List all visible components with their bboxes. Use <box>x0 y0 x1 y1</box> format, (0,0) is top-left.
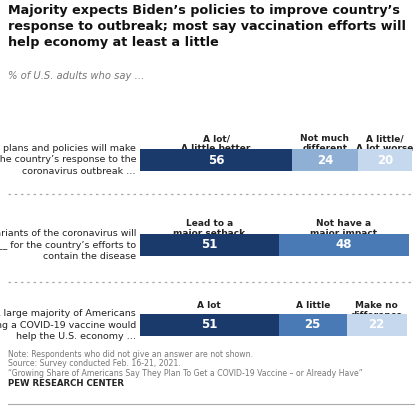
Text: New variants of the coronavirus will
___ for the country’s efforts to
contain th: New variants of the coronavirus will ___… <box>0 229 136 261</box>
Text: Not much
different: Not much different <box>300 134 349 153</box>
Text: 20: 20 <box>377 153 393 166</box>
Text: A little/
A lot worse: A little/ A lot worse <box>356 134 413 153</box>
Text: Make no
difference: Make no difference <box>351 301 403 320</box>
Bar <box>140 149 292 171</box>
Bar <box>357 149 412 171</box>
Text: Lead to a
major setback: Lead to a major setback <box>173 219 245 238</box>
Text: 25: 25 <box>304 319 321 332</box>
Bar <box>279 234 409 256</box>
Text: PEW RESEARCH CENTER: PEW RESEARCH CENTER <box>8 380 124 389</box>
Bar <box>140 234 279 256</box>
Text: A little: A little <box>296 301 330 310</box>
Bar <box>140 314 279 336</box>
Text: 24: 24 <box>317 153 333 166</box>
Text: A large majority of Americans
getting a COVID-19 vaccine would
help the U.S. eco: A large majority of Americans getting a … <box>0 309 136 341</box>
Bar <box>279 314 347 336</box>
Text: 48: 48 <box>336 238 352 252</box>
Text: Not have a
major impact: Not have a major impact <box>310 219 378 238</box>
Text: Biden’s plans and policies will make
the country’s response to the
coronavirus o: Biden’s plans and policies will make the… <box>0 144 136 175</box>
Bar <box>347 314 407 336</box>
Text: 22: 22 <box>368 319 385 332</box>
Text: Majority expects Biden’s policies to improve country’s
response to outbreak; mos: Majority expects Biden’s policies to imp… <box>8 4 406 49</box>
Text: 56: 56 <box>208 153 224 166</box>
Text: A lot: A lot <box>197 301 221 310</box>
Bar <box>292 149 357 171</box>
Text: Source: Survey conducted Feb. 16-21, 2021.: Source: Survey conducted Feb. 16-21, 202… <box>8 360 181 369</box>
Text: % of U.S. adults who say …: % of U.S. adults who say … <box>8 71 144 81</box>
Text: 51: 51 <box>201 319 218 332</box>
Text: “Growing Share of Americans Say They Plan To Get a COVID-19 Vaccine – or Already: “Growing Share of Americans Say They Pla… <box>8 369 363 378</box>
Text: 51: 51 <box>201 238 218 252</box>
Text: A lot/
A little better: A lot/ A little better <box>181 134 251 153</box>
Text: Note: Respondents who did not give an answer are not shown.: Note: Respondents who did not give an an… <box>8 350 253 359</box>
